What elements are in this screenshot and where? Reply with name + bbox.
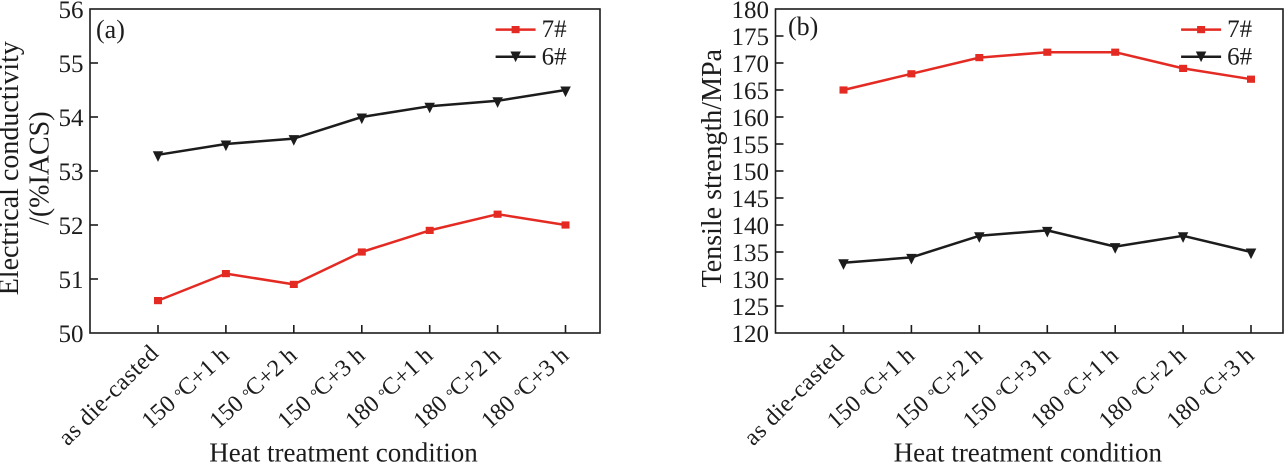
svg-text:/(%IACS): /(%IACS) bbox=[25, 111, 56, 225]
svg-text:(a): (a) bbox=[96, 15, 125, 44]
svg-text:140: 140 bbox=[732, 213, 770, 240]
svg-text:54: 54 bbox=[59, 105, 85, 132]
svg-text:Tensile strength/MPa: Tensile strength/MPa bbox=[697, 48, 728, 287]
svg-text:135: 135 bbox=[732, 240, 770, 267]
svg-text:Heat treatment condition: Heat treatment condition bbox=[209, 438, 478, 464]
svg-text:130: 130 bbox=[732, 267, 770, 294]
svg-text:Electrical conductivity: Electrical conductivity bbox=[0, 41, 25, 295]
svg-text:7#: 7# bbox=[542, 16, 568, 43]
svg-text:175: 175 bbox=[732, 24, 770, 51]
svg-text:125: 125 bbox=[732, 294, 770, 321]
svg-text:170: 170 bbox=[732, 51, 770, 78]
svg-text:55: 55 bbox=[59, 51, 84, 78]
svg-text:7#: 7# bbox=[1227, 16, 1253, 43]
svg-text:(b): (b) bbox=[788, 12, 818, 41]
svg-text:180: 180 bbox=[732, 0, 770, 24]
svg-text:145: 145 bbox=[732, 186, 770, 213]
svg-text:6#: 6# bbox=[542, 43, 568, 70]
svg-text:53: 53 bbox=[59, 159, 84, 186]
svg-text:155: 155 bbox=[732, 132, 770, 159]
svg-text:51: 51 bbox=[59, 267, 84, 294]
svg-text:150: 150 bbox=[732, 159, 770, 186]
svg-text:165: 165 bbox=[732, 78, 770, 105]
svg-text:Heat treatment condition: Heat treatment condition bbox=[894, 438, 1163, 464]
svg-text:52: 52 bbox=[59, 213, 84, 240]
svg-text:160: 160 bbox=[732, 105, 770, 132]
svg-text:50: 50 bbox=[59, 321, 84, 348]
svg-text:120: 120 bbox=[732, 321, 770, 348]
svg-text:6#: 6# bbox=[1227, 43, 1253, 70]
svg-text:56: 56 bbox=[59, 0, 84, 24]
